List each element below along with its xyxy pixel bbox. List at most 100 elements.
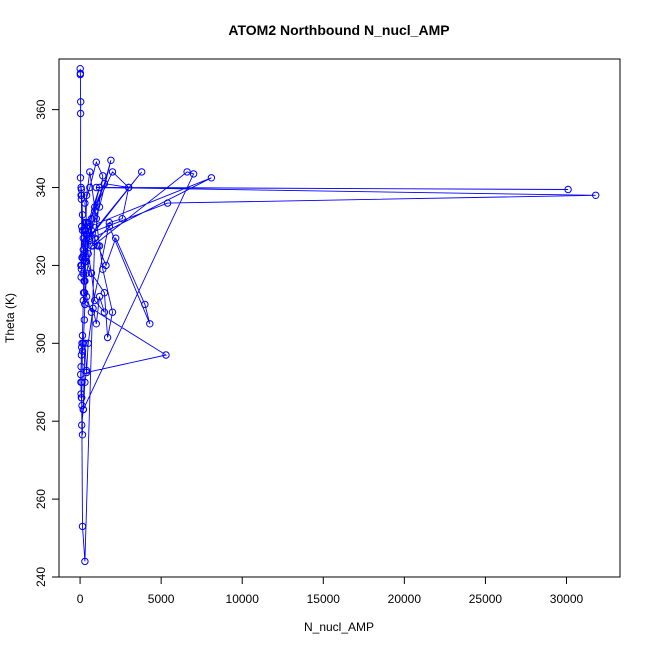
y-tick-label: 300 xyxy=(34,333,48,353)
data-point xyxy=(125,183,133,192)
data-point xyxy=(80,289,89,297)
x-tick-label: 5000 xyxy=(148,592,175,606)
data-point xyxy=(92,320,101,328)
data-point xyxy=(78,191,86,200)
data-point xyxy=(108,308,117,316)
data-point xyxy=(78,431,87,439)
series-line xyxy=(79,68,596,562)
data-point xyxy=(91,203,99,211)
data-point xyxy=(78,211,87,219)
data-point xyxy=(86,168,94,176)
data-point xyxy=(82,366,91,375)
data-point xyxy=(91,296,99,305)
data-point xyxy=(86,222,94,231)
data-point xyxy=(81,199,89,207)
data-point xyxy=(81,242,89,250)
x-tick-label: 25000 xyxy=(469,592,503,606)
data-point xyxy=(141,300,149,309)
data-point xyxy=(77,351,86,359)
data-point xyxy=(76,174,85,182)
data-point xyxy=(77,98,85,106)
data-point xyxy=(100,289,109,297)
data-point xyxy=(592,191,600,200)
data-point xyxy=(95,292,104,301)
data-point xyxy=(78,394,86,402)
data-point xyxy=(78,378,86,386)
y-tick-label: 360 xyxy=(34,99,48,119)
x-tick-label: 10000 xyxy=(226,592,260,606)
y-axis: 240 260 280 300 320 340 360 xyxy=(34,99,60,587)
x-tick-label: 30000 xyxy=(550,592,584,606)
data-point xyxy=(76,109,85,118)
data-point xyxy=(78,522,87,531)
data-point xyxy=(82,230,91,239)
plot-frame xyxy=(58,58,621,578)
data-point xyxy=(108,168,117,176)
data-point xyxy=(80,250,88,258)
data-point xyxy=(564,185,572,194)
y-axis-label: Theta (K) xyxy=(3,293,17,343)
data-point xyxy=(92,183,101,192)
x-tick-label: 20000 xyxy=(388,592,422,606)
data-point xyxy=(105,218,114,227)
data-point xyxy=(99,172,107,180)
data-point xyxy=(82,226,90,235)
y-tick-label: 260 xyxy=(34,489,48,509)
data-point xyxy=(87,226,96,235)
x-tick-label: 0 xyxy=(77,592,84,606)
data-point xyxy=(81,557,89,566)
data-point xyxy=(84,339,92,347)
data-point xyxy=(92,215,101,223)
data-point xyxy=(146,320,154,328)
data-point xyxy=(100,179,109,188)
data-point xyxy=(102,261,110,270)
data-point xyxy=(77,265,86,273)
data-point xyxy=(77,273,85,281)
data-point xyxy=(81,378,89,386)
data-point xyxy=(92,158,101,166)
series-layer xyxy=(76,65,600,566)
data-point xyxy=(207,174,216,182)
data-point xyxy=(103,333,112,342)
data-point xyxy=(80,316,89,324)
data-point xyxy=(95,183,104,192)
x-tick-label: 15000 xyxy=(307,592,341,606)
data-point xyxy=(81,238,89,246)
data-point xyxy=(183,168,191,176)
data-point xyxy=(112,234,120,242)
data-point xyxy=(77,363,85,371)
y-tick-label: 280 xyxy=(34,411,48,431)
data-point xyxy=(82,191,91,200)
data-point xyxy=(87,269,96,277)
data-point xyxy=(79,405,88,414)
data-point xyxy=(91,207,99,215)
data-point xyxy=(78,421,86,429)
data-point xyxy=(138,168,146,176)
data-point xyxy=(162,351,170,359)
x-axis: 0 5000 10000 15000 20000 25000 30000 xyxy=(77,576,584,606)
data-point xyxy=(78,347,87,355)
data-point xyxy=(89,304,97,312)
data-point xyxy=(79,269,87,277)
data-point xyxy=(81,277,89,285)
data-point xyxy=(107,156,115,165)
data-point xyxy=(105,222,114,231)
y-tick-label: 320 xyxy=(34,255,48,275)
data-point xyxy=(79,246,88,254)
data-point xyxy=(91,234,99,242)
data-point xyxy=(89,242,97,250)
y-tick-label: 240 xyxy=(34,567,48,587)
data-point xyxy=(79,296,88,305)
data-point xyxy=(118,215,126,223)
data-point xyxy=(189,170,198,178)
data-point xyxy=(78,401,86,410)
y-tick-label: 340 xyxy=(34,177,48,197)
data-point xyxy=(82,253,90,262)
data-point xyxy=(81,300,89,309)
data-point xyxy=(78,253,87,262)
data-point xyxy=(95,203,104,211)
data-point xyxy=(77,390,85,398)
x-axis-label: N_nucl_AMP xyxy=(304,620,374,634)
